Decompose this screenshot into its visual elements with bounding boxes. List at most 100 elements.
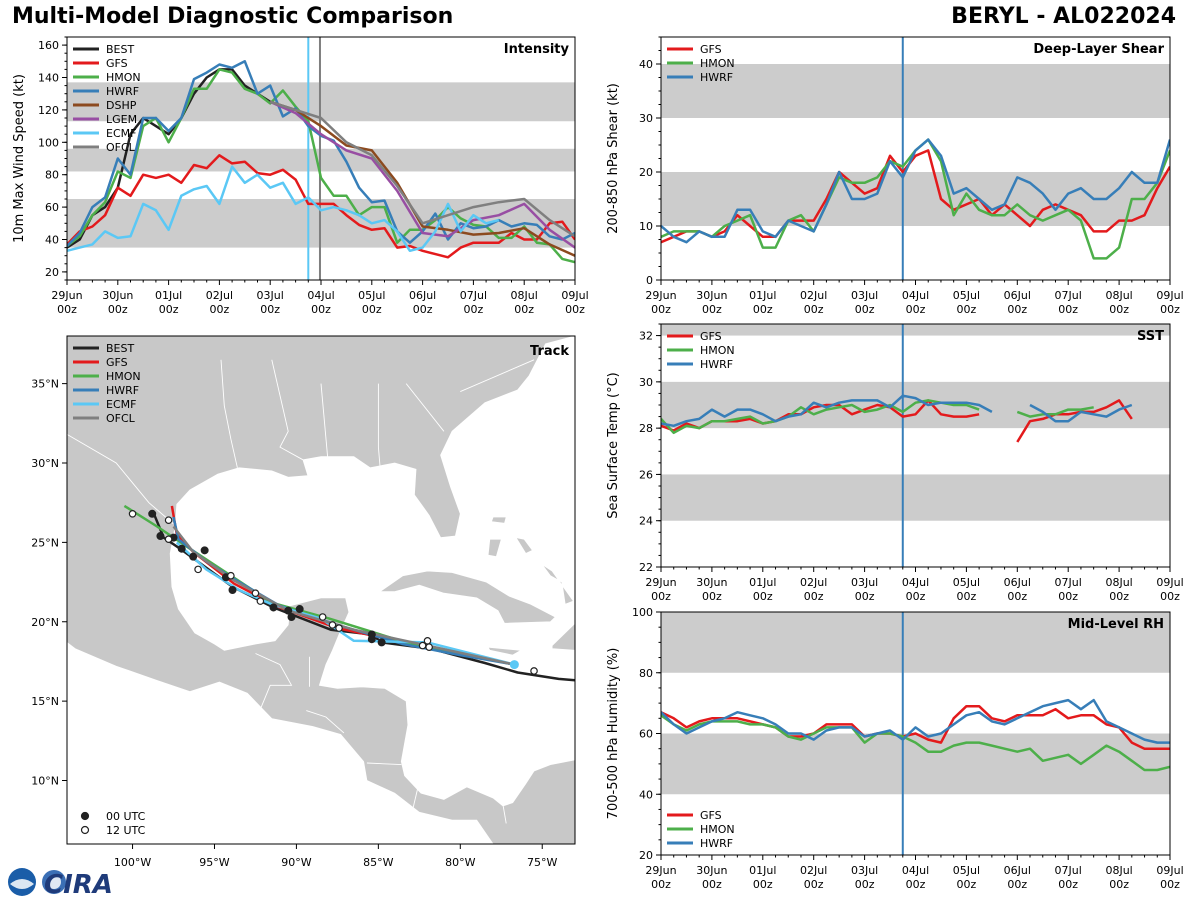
land-cuba (378, 570, 556, 624)
y-tick-label: 30°N (31, 457, 59, 470)
x-tick-label: 00z (1058, 303, 1078, 316)
x-tick-label: 85°W (363, 856, 393, 869)
series-line-gfs (67, 154, 575, 259)
x-tick-label: 08Jul (1105, 576, 1132, 589)
x-tick-label: 80°W (445, 856, 475, 869)
x-tick-label: 00z (702, 590, 722, 603)
x-tick-label: 75°W (527, 856, 557, 869)
marker-legend-label: 12 UTC (106, 824, 146, 837)
chart-sst: 22242628303229Jun00z30Jun00z01Jul00z02Ju… (606, 323, 1184, 603)
y-axis-label: 700-500 hPa Humidity (%) (606, 648, 621, 820)
border-line (67, 434, 179, 529)
x-tick-label: 95°W (199, 856, 229, 869)
track-point-00z (295, 605, 304, 614)
series-line-hmon (1016, 406, 1094, 418)
x-tick-label: 03Jul (851, 289, 878, 302)
x-tick-label: 00z (804, 303, 824, 316)
x-tick-label: 08Jul (1105, 289, 1132, 302)
track-point-00z (228, 586, 237, 594)
x-tick-label: 29Jun (645, 864, 676, 877)
x-tick-label: 00z (1007, 878, 1027, 891)
x-tick-label: 00z (855, 303, 875, 316)
x-tick-label: 03Jul (851, 864, 878, 877)
series-line-best (67, 68, 271, 249)
y-tick-label: 32 (639, 330, 653, 343)
panel-title: Deep-Layer Shear (1033, 42, 1164, 57)
x-tick-label: 01Jul (749, 289, 776, 302)
border-line (366, 762, 402, 766)
x-tick-label: 00z (906, 878, 926, 891)
x-tick-label: 00z (651, 878, 671, 891)
y-tick-label: 22 (639, 561, 653, 574)
y-tick-label: 35°N (31, 378, 59, 391)
shaded-band (661, 324, 1170, 336)
x-tick-label: 30Jun (696, 864, 727, 877)
land-bahamas-3 (515, 537, 534, 555)
x-tick-label: 29Jun (645, 289, 676, 302)
series-group (67, 60, 575, 264)
x-tick-label: 03Jul (851, 576, 878, 589)
y-tick-label: 120 (38, 104, 59, 117)
cira-logo: CIRA (6, 866, 116, 902)
x-tick-label: 09Jul (1156, 864, 1183, 877)
series-line-hwrf (661, 138, 1170, 244)
plot-frame (660, 323, 1171, 568)
legend-label: HWRF (106, 85, 139, 98)
x-tick-label: 00z (57, 303, 77, 316)
x-tick-label: 00z (906, 590, 926, 603)
track-point-12z (418, 641, 427, 650)
y-tick-label: 28 (639, 422, 653, 435)
map-group (67, 336, 575, 844)
x-tick-label: 00z (311, 303, 331, 316)
x-tick-label: 00z (702, 303, 722, 316)
y-tick-label: 0 (646, 274, 653, 287)
y-tick-label: 30 (639, 376, 653, 389)
marker-legend-filled (80, 811, 90, 821)
x-tick-label: 02Jul (800, 289, 827, 302)
y-tick-label: 20°N (31, 616, 59, 629)
x-tick-label: 100°W (114, 856, 151, 869)
x-tick-label: 00z (753, 878, 773, 891)
series-line-gfs (1016, 399, 1133, 443)
x-tick-label: 05Jul (358, 289, 385, 302)
border-line (306, 710, 345, 734)
series-line-ecmf (67, 165, 500, 253)
land-bahamas-1 (490, 516, 507, 524)
plot-frame (66, 335, 576, 845)
legend-label: HWRF (700, 358, 733, 371)
chart-intensity: 2040608010012014016029Jun00z30Jun00z01Ju… (12, 36, 589, 316)
track-point-12z (251, 589, 260, 597)
track-point-12z (423, 636, 432, 645)
x-tick-label: 00z (1160, 303, 1180, 316)
track-point-12z (194, 565, 202, 574)
x-tick-label: 02Jul (206, 289, 233, 302)
track-point-00z (269, 603, 278, 612)
x-tick-label: 00z (957, 590, 977, 603)
chart-rh: 2040608010029Jun00z30Jun00z01Jul00z02Jul… (606, 606, 1184, 891)
y-tick-label: 26 (639, 468, 653, 481)
border-line (271, 359, 304, 461)
y-axis-label: 200-850 hPa Shear (kt) (606, 83, 621, 234)
legend-label: GFS (106, 356, 128, 369)
x-tick-label: 00z (804, 590, 824, 603)
shaded-band (67, 148, 575, 172)
track-point-00z (284, 606, 293, 615)
x-tick-label: 00z (514, 303, 534, 316)
y-tick-label: 10 (639, 220, 653, 233)
shaded-band (67, 82, 575, 122)
noaa-logo-icon: CIRA (8, 868, 113, 900)
x-tick-label: 06Jul (1004, 864, 1031, 877)
x-tick-label: 07Jul (460, 289, 487, 302)
page-title: Multi-Model Diagnostic Comparison (12, 4, 454, 29)
y-axis-label: 10m Max Wind Speed (kt) (12, 74, 27, 243)
track-point-12z (227, 571, 235, 580)
marker-legend-label: 00 UTC (106, 810, 146, 823)
x-tick-label: 05Jul (953, 864, 980, 877)
track-point-12z (164, 535, 173, 544)
x-tick-label: 00z (651, 303, 671, 316)
x-tick-label: 05Jul (953, 289, 980, 302)
x-tick-label: 07Jul (1055, 576, 1082, 589)
x-tick-label: 00z (804, 878, 824, 891)
